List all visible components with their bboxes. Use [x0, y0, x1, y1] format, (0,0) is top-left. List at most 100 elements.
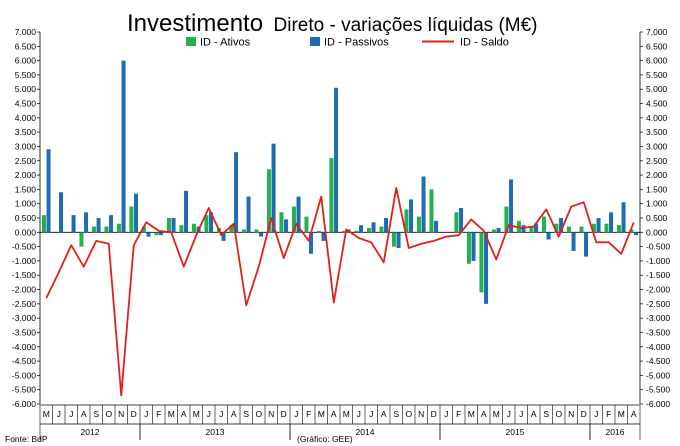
y-tick-label-right: -2.500	[646, 299, 670, 309]
bar-ativos	[229, 225, 234, 233]
bar-ativos	[466, 232, 471, 264]
month-label: S	[243, 409, 249, 419]
bar-ativos	[79, 232, 84, 247]
y-tick-label-right: 3.000	[646, 141, 668, 151]
bar-passivos	[371, 222, 376, 233]
bar-ativos	[566, 226, 571, 233]
bar-ativos	[504, 206, 509, 233]
month-label: F	[456, 409, 461, 419]
bar-passivos	[109, 215, 114, 233]
month-label: N	[568, 409, 574, 419]
month-label: N	[118, 409, 124, 419]
month-label: A	[531, 409, 537, 419]
month-label: J	[69, 409, 73, 419]
y-tick-label-right: 3.500	[646, 127, 668, 137]
y-tick-label-left: 6.500	[15, 41, 37, 51]
credit-note: (Gráfico: GEE)	[297, 434, 353, 444]
y-tick-label-left: -4.500	[12, 356, 36, 366]
year-label: 2015	[506, 427, 525, 437]
source-note: Fonte: BdP	[5, 434, 48, 444]
month-label: O	[105, 409, 112, 419]
bar-ativos	[304, 216, 309, 233]
month-label: A	[181, 409, 187, 419]
bar-ativos	[616, 225, 621, 233]
y-tick-label-right: -6.000	[646, 399, 670, 409]
chart-title-main: Investimento	[127, 10, 263, 37]
month-label: O	[255, 409, 262, 419]
month-label: J	[369, 409, 373, 419]
bar-ativos	[241, 229, 246, 233]
bar-ativos	[191, 223, 196, 233]
bar-ativos	[266, 169, 271, 233]
bar-passivos	[259, 232, 264, 237]
y-tick-label-left: 1.000	[15, 199, 37, 209]
y-tick-label-right: -2.000	[646, 285, 670, 295]
bar-passivos	[471, 232, 476, 261]
bar-ativos	[91, 226, 96, 233]
bar-passivos	[359, 225, 364, 233]
y-tick-label-left: 7.000	[15, 27, 37, 37]
y-tick-label-right: 2.500	[646, 156, 668, 166]
month-label: S	[93, 409, 99, 419]
y-tick-label-right: -3.000	[646, 313, 670, 323]
year-label: 2016	[606, 427, 625, 437]
bar-passivos	[396, 232, 401, 249]
bar-ativos	[429, 189, 434, 233]
left-axis: -6.000 -5.500 -5.000 -4.500 -4.000 -3.500 -3.0…	[12, 27, 40, 409]
legend-label: ID - Passivos	[324, 37, 389, 49]
month-label: J	[444, 409, 448, 419]
y-tick-label-left: -4.000	[12, 342, 36, 352]
bar-passivos	[209, 212, 214, 233]
month-label: O	[405, 409, 412, 419]
bar-ativos	[579, 226, 584, 233]
bar-ativos	[179, 225, 184, 233]
month-label: M	[343, 409, 350, 419]
month-label: J	[144, 409, 148, 419]
y-tick-label-left: -2.000	[12, 285, 36, 295]
bar-ativos	[204, 215, 209, 233]
bar-ativos	[354, 230, 359, 233]
y-tick-label-left: 4.500	[15, 99, 37, 109]
y-tick-label-left: 5.500	[15, 70, 37, 80]
y-tick-label-left: 3.000	[15, 141, 37, 151]
bar-ativos	[604, 223, 609, 233]
month-label: F	[606, 409, 611, 419]
year-label: 2014	[356, 427, 375, 437]
legend-label: ID - Ativos	[200, 37, 251, 49]
y-tick-label-right: -5.000	[646, 370, 670, 380]
bar-ativos	[391, 232, 396, 247]
y-tick-label-left: 0.000	[15, 227, 37, 237]
month-label: M	[43, 409, 50, 419]
bar-ativos	[291, 206, 296, 233]
bar-passivos	[321, 232, 326, 241]
bar-ativos	[529, 226, 534, 233]
y-tick-label-left: -5.000	[12, 370, 36, 380]
bar-ativos	[379, 226, 384, 233]
month-label: N	[418, 409, 424, 419]
month-label: J	[57, 409, 61, 419]
y-tick-label-left: -3.500	[12, 327, 36, 337]
bar-passivos	[234, 152, 239, 233]
month-label: M	[168, 409, 175, 419]
bar-ativos	[454, 212, 459, 233]
month-label: J	[207, 409, 211, 419]
bar-passivos	[71, 215, 76, 233]
bar-passivos	[509, 179, 514, 233]
bar-passivos	[121, 60, 126, 233]
month-label: F	[306, 409, 311, 419]
bar-passivos	[134, 193, 139, 233]
month-label: J	[519, 409, 523, 419]
bar-passivos	[434, 220, 439, 233]
bar-passivos	[309, 232, 314, 254]
bar-passivos	[496, 228, 501, 233]
y-tick-label-right: -3.500	[646, 327, 670, 337]
bar-passivos	[146, 232, 151, 237]
y-tick-label-right: -5.500	[646, 385, 670, 395]
saldo-line-layer	[45, 187, 635, 397]
y-tick-label-right: -4.500	[646, 356, 670, 366]
bar-passivos	[96, 218, 101, 233]
bar-passivos	[284, 219, 289, 233]
bar-passivos	[484, 232, 489, 304]
year-label: 2013	[206, 427, 225, 437]
